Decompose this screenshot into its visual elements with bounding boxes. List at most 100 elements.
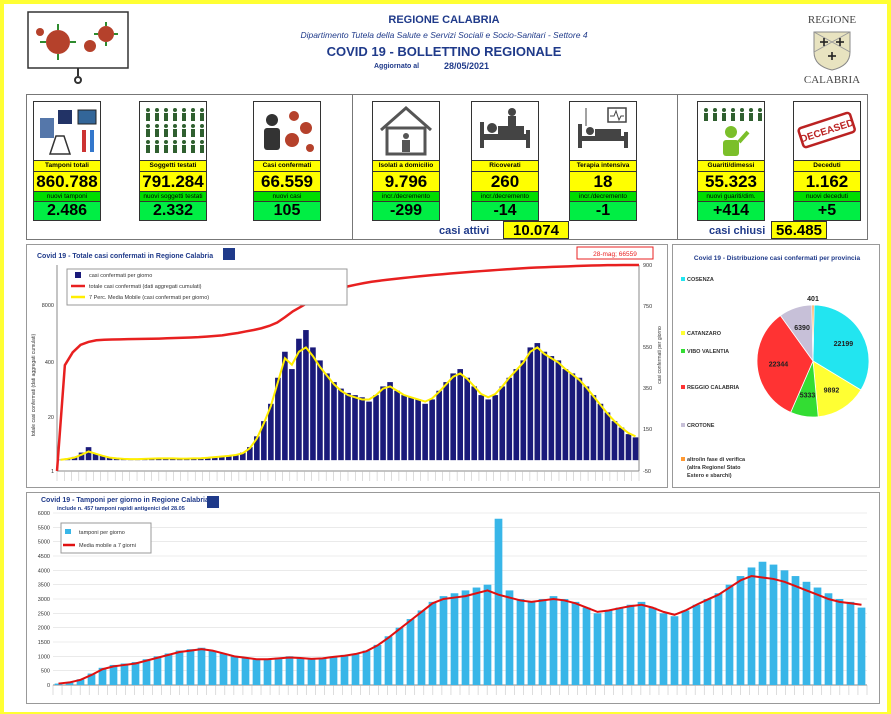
daily-tests-bar <box>208 650 217 685</box>
stat-value: 18 <box>569 172 637 192</box>
cumulative-annotation: 28-mag; 66559 <box>593 251 637 258</box>
y-tick-label: 3500 <box>38 583 50 589</box>
pie-legend-label: VIBO VALENTIA <box>687 349 729 355</box>
person-icon <box>155 129 159 137</box>
pie-slice <box>812 304 870 391</box>
daily-tests-bar <box>659 613 668 685</box>
person-icon <box>200 145 204 153</box>
region-logo-small-icon <box>223 248 235 260</box>
stat-label: Guariti/dimessi <box>697 161 765 172</box>
pie-legend-label: REGGIO CALABRIA <box>687 385 739 391</box>
pie-data-label: 22344 <box>769 362 789 369</box>
stat-tamponi-totali: Tamponi totali 860.788 nuovi tamponi 2.4… <box>33 101 101 221</box>
daily-case-bar <box>401 395 407 461</box>
region-logo-small-icon <box>207 496 219 508</box>
person-icon <box>164 108 168 112</box>
daily-tests-bar <box>549 596 558 685</box>
daily-tests-bar <box>296 657 305 685</box>
person-icon <box>182 140 186 144</box>
stat-sub-label: nuovi casi <box>253 192 321 202</box>
daily-case-bar <box>632 437 639 461</box>
casi-attivi-label: casi attivi <box>439 225 490 237</box>
daily-case-bar <box>471 386 478 461</box>
bulletin-date: 28/05/2021 <box>444 61 490 71</box>
person-icon <box>704 113 708 121</box>
daily-case-bar <box>366 401 372 461</box>
person-icon <box>173 129 177 137</box>
daily-case-bar <box>422 403 428 461</box>
daily-case-bar <box>625 434 632 461</box>
person-icon <box>200 140 204 144</box>
daily-tests-bar <box>813 587 822 685</box>
person-icon <box>200 124 204 128</box>
y-tick-label: 6000 <box>38 511 50 517</box>
person-icon <box>164 113 168 121</box>
virus-person-icon <box>253 101 321 161</box>
daily-case-bar <box>247 447 253 461</box>
right-tick-label: 900 <box>643 263 652 269</box>
daily-case-bar <box>611 421 618 461</box>
stat-soggetti-testati: Soggetti testati 791.284 nuovi soggetti … <box>139 101 207 221</box>
daily-case-bar <box>583 386 590 461</box>
province-distribution-panel: Covid 19 - Distribuzione casi confermati… <box>672 244 880 488</box>
stat-label: Soggetti testati <box>139 161 207 172</box>
pie-slice <box>811 304 815 362</box>
y-tick-label: 5000 <box>38 540 50 546</box>
stats-divider <box>352 95 353 239</box>
daily-case-bar <box>380 386 386 461</box>
daily-case-bar <box>345 392 351 461</box>
stat-sub-value: -14 <box>471 202 539 221</box>
moving-average-line <box>60 346 636 461</box>
daily-tests-bar <box>725 584 734 685</box>
daily-case-bar <box>289 369 295 461</box>
stat-label: Terapia intensiva <box>569 161 637 172</box>
daily-case-bar <box>527 347 534 461</box>
daily-case-bar <box>506 377 513 461</box>
daily-case-bar <box>106 457 113 461</box>
department-subtitle: Dipartimento Tutela della Salute e Servi… <box>300 30 588 40</box>
pie-data-label: 22199 <box>834 341 854 348</box>
stat-sub-label: nuovi deceduti <box>793 192 861 202</box>
y-tick-label: 3000 <box>38 597 50 603</box>
casi-chiusi-label: casi chiusi <box>709 225 766 237</box>
pie-data-label: 401 <box>807 296 819 303</box>
person-icon <box>722 108 726 112</box>
legend-label: totale casi confermati (dati aggregati c… <box>89 284 202 290</box>
daily-tests-bar <box>615 607 624 685</box>
person-icon <box>155 140 159 144</box>
daily-case-bar <box>78 452 85 461</box>
person-icon <box>758 108 762 112</box>
person-icon <box>155 113 159 121</box>
daily-case-bar <box>534 343 541 461</box>
stat-sub-label: incr./decremento <box>569 192 637 202</box>
daily-case-bar <box>443 382 449 461</box>
daily-case-bar <box>317 360 323 461</box>
pie-chart-title: Covid 19 - Distribuzione casi confermati… <box>693 255 861 262</box>
daily-case-bar <box>99 455 106 461</box>
pie-legend-label: CATANZARO <box>687 331 722 337</box>
daily-tests-bar <box>263 659 272 685</box>
daily-case-bar <box>352 395 358 461</box>
casi-chiusi-value: 56.485 <box>771 221 827 239</box>
daily-tests-bar <box>472 587 481 685</box>
daily-tests-bar <box>98 667 107 685</box>
daily-case-bar <box>541 351 548 461</box>
stat-value: 860.788 <box>33 172 101 192</box>
person-icon <box>146 129 150 137</box>
bulletin-header: REGIONE CALABRIA Dipartimento Tutela del… <box>4 4 887 90</box>
person-icon <box>146 140 150 144</box>
person-icon <box>173 108 177 112</box>
y-tick-label: 1500 <box>38 640 50 646</box>
pie-legend-swatch <box>681 423 685 427</box>
house-icon <box>372 101 440 161</box>
daily-tests-bar <box>428 601 437 685</box>
recovered-person-icon <box>697 101 765 161</box>
daily-case-bar <box>240 452 246 461</box>
updated-label: Aggiornato al <box>374 63 420 70</box>
person-icon <box>182 124 186 128</box>
virus-logo-icon <box>26 10 130 84</box>
daily-tests-bar <box>142 659 151 685</box>
y-tick-label: 0 <box>47 683 50 689</box>
region-crest-icon <box>813 31 851 71</box>
daily-tests-bar <box>230 656 239 685</box>
